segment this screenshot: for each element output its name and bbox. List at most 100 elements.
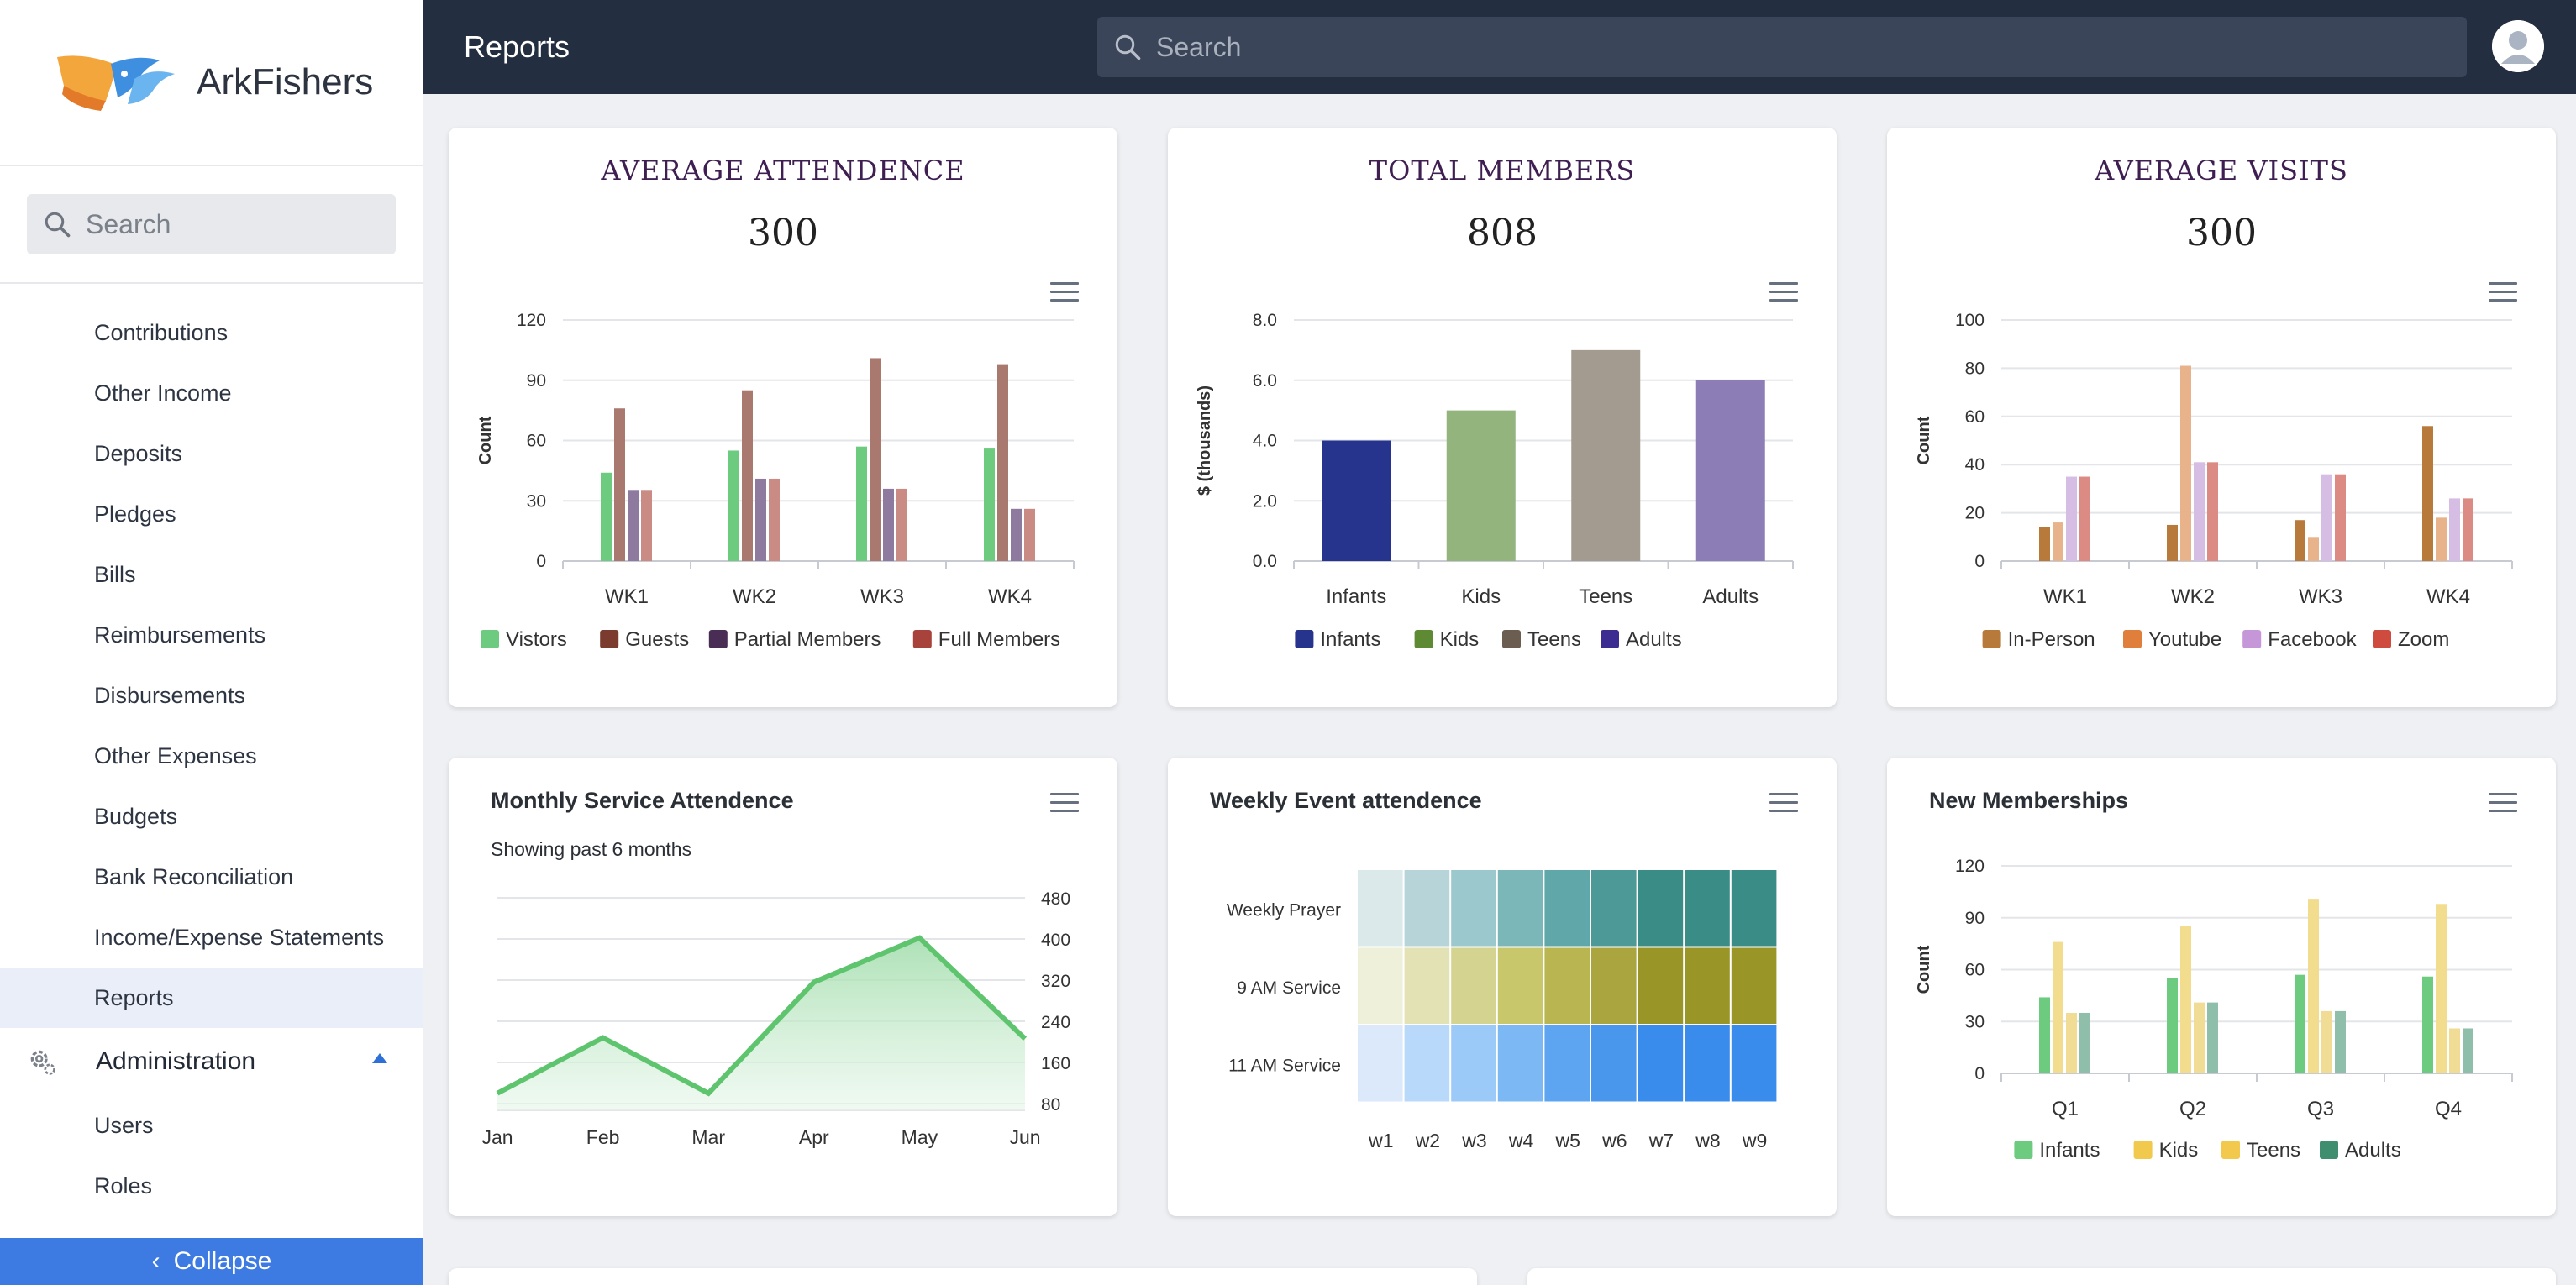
y-tick-label: 100 (1955, 311, 1985, 330)
x-tick-label: Q4 (2435, 1098, 2462, 1120)
x-tick-label: Q2 (2179, 1098, 2206, 1120)
bar (2436, 904, 2447, 1073)
sidebar-item-users[interactable]: Users (94, 1112, 154, 1138)
row-label: 11 AM Service (1228, 1056, 1341, 1075)
avatar[interactable] (2492, 20, 2544, 72)
x-tick-label: Mar (691, 1126, 725, 1148)
chevron-up-icon[interactable] (372, 1053, 387, 1063)
bar (2321, 1010, 2332, 1073)
legend-label: Kids (2159, 1139, 2199, 1162)
chevron-left-icon: ‹ (151, 1247, 160, 1275)
sidebar-item-income-expense-statements[interactable]: Income/Expense Statements (94, 924, 385, 950)
heatmap-cell (1497, 1025, 1543, 1102)
column-label: w1 (1368, 1130, 1393, 1151)
search-icon (45, 212, 71, 238)
search-icon (1115, 34, 1141, 60)
bar (2449, 1028, 2460, 1073)
sidebar-item-pledges[interactable]: Pledges (94, 501, 176, 527)
hamburger-menu-icon[interactable] (1769, 793, 1798, 815)
user-icon (2492, 20, 2544, 72)
sidebar-item-bank-reconciliation[interactable]: Bank Reconciliation (94, 863, 294, 889)
card-title: AVERAGE VISITS (2095, 155, 2348, 186)
heatmap-cell (1404, 870, 1450, 947)
sidebar-item-budgets[interactable]: Budgets (94, 803, 178, 829)
bar (755, 478, 766, 561)
brand-header: ArkFishers (0, 0, 423, 166)
kpi-value: 808 (1467, 212, 1538, 254)
hamburger-menu-icon[interactable] (2489, 793, 2517, 815)
legend-swatch (1295, 630, 1314, 648)
sidebar-item-other-expenses[interactable]: Other Expenses (94, 742, 257, 768)
legend-label: In-Person (2008, 628, 2095, 651)
legend-label: Kids (1440, 628, 1480, 651)
bar (2053, 522, 2063, 561)
sidebar-item-deposits[interactable]: Deposits (94, 440, 183, 466)
x-tick-label: May (902, 1126, 938, 1148)
card-title: Weekly Event attendence (1210, 788, 1482, 813)
heatmap-cell (1404, 947, 1450, 1024)
legend-swatch (2123, 630, 2142, 648)
hamburger-menu-icon[interactable] (1769, 282, 1798, 304)
legend-label: Guests (625, 628, 689, 651)
legend-swatch (2221, 1141, 2240, 1159)
heatmap-cell (1544, 870, 1590, 947)
legend-swatch (708, 630, 728, 648)
bar (856, 446, 867, 561)
y-tick-label: 30 (527, 491, 546, 511)
hamburger-menu-icon[interactable] (2489, 282, 2517, 304)
sidebar-item-other-income[interactable]: Other Income (94, 380, 232, 406)
heatmap-cell (1544, 947, 1590, 1024)
column-label: w5 (1554, 1130, 1580, 1151)
x-tick-label: WK4 (2426, 585, 2470, 608)
heatmap-cell (1638, 870, 1684, 947)
hamburger-menu-icon[interactable] (1050, 793, 1079, 815)
heatmap-cell (1685, 870, 1730, 947)
bar (628, 490, 639, 561)
sidebar-item-reimbursements[interactable]: Reimbursements (94, 622, 266, 648)
legend-swatch (1982, 630, 2001, 648)
column-label: w6 (1601, 1130, 1627, 1151)
sidebar-item-contributions[interactable]: Contributions (94, 319, 229, 345)
header-search-input[interactable] (1156, 31, 2416, 63)
bar (2039, 527, 2050, 561)
y-tick-label: 6.0 (1253, 371, 1277, 391)
bar (1571, 349, 1641, 561)
column-label: w2 (1415, 1130, 1440, 1151)
y-tick-label: 400 (1041, 931, 1070, 950)
bar (896, 488, 907, 561)
sidebar-section-administration[interactable]: Administration (0, 1028, 423, 1095)
kpi-value: 300 (2186, 212, 2257, 254)
y-tick-label: 120 (1955, 857, 1985, 876)
top-header: Reports (423, 0, 2576, 94)
sidebar-item-reports[interactable]: Reports (0, 968, 423, 1028)
sidebar-search-input[interactable] (86, 208, 388, 240)
average-attendence-card: AVERAGE ATTENDENCE 300 0 30 60 90 120 Count WK… (449, 128, 1117, 707)
sidebar-search-box[interactable] (27, 194, 396, 254)
column-label: w8 (1695, 1130, 1720, 1151)
x-tick-label: Feb (586, 1126, 620, 1148)
x-tick-label: WK3 (2299, 585, 2342, 608)
y-axis-label: $ (thousands) (1196, 386, 1214, 496)
sidebar-item-disbursements[interactable]: Disbursements (94, 682, 246, 708)
card-title: TOTAL MEMBERS (1369, 155, 1636, 186)
bar (614, 408, 625, 561)
heatmap-cell (1358, 947, 1403, 1024)
hamburger-menu-icon[interactable] (1050, 282, 1079, 304)
y-tick-label: 8.0 (1253, 311, 1277, 330)
bar (2167, 524, 2178, 561)
page-title: Reports (464, 29, 570, 64)
legend-label: Facebook (2268, 628, 2357, 651)
bar (2039, 997, 2050, 1073)
x-tick-label: WK2 (733, 585, 776, 608)
header-search-box[interactable] (1097, 17, 2467, 77)
y-tick-label: 20 (1965, 504, 1985, 523)
memberships-bar-chart: 0 30 60 90 120 Count Q1 Q2 Q3 Q4 Infants Kids Teens A… (1915, 857, 2513, 1162)
collapse-button[interactable]: ‹ Collapse (0, 1238, 423, 1285)
heatmap-cell (1497, 870, 1543, 947)
sidebar-item-bills[interactable]: Bills (94, 561, 136, 587)
bar (769, 478, 780, 561)
bar (2449, 498, 2460, 561)
y-tick-label: 60 (527, 432, 546, 451)
x-tick-label: Q1 (2052, 1098, 2079, 1120)
sidebar-item-roles[interactable]: Roles (94, 1172, 153, 1198)
